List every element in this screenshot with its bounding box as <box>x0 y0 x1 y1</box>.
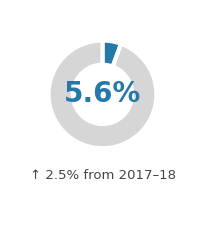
Text: ↑ 2.5% from 2017–18: ↑ 2.5% from 2017–18 <box>30 169 176 182</box>
Wedge shape <box>102 40 121 67</box>
Text: 5.6%: 5.6% <box>64 80 141 108</box>
Wedge shape <box>49 40 156 148</box>
